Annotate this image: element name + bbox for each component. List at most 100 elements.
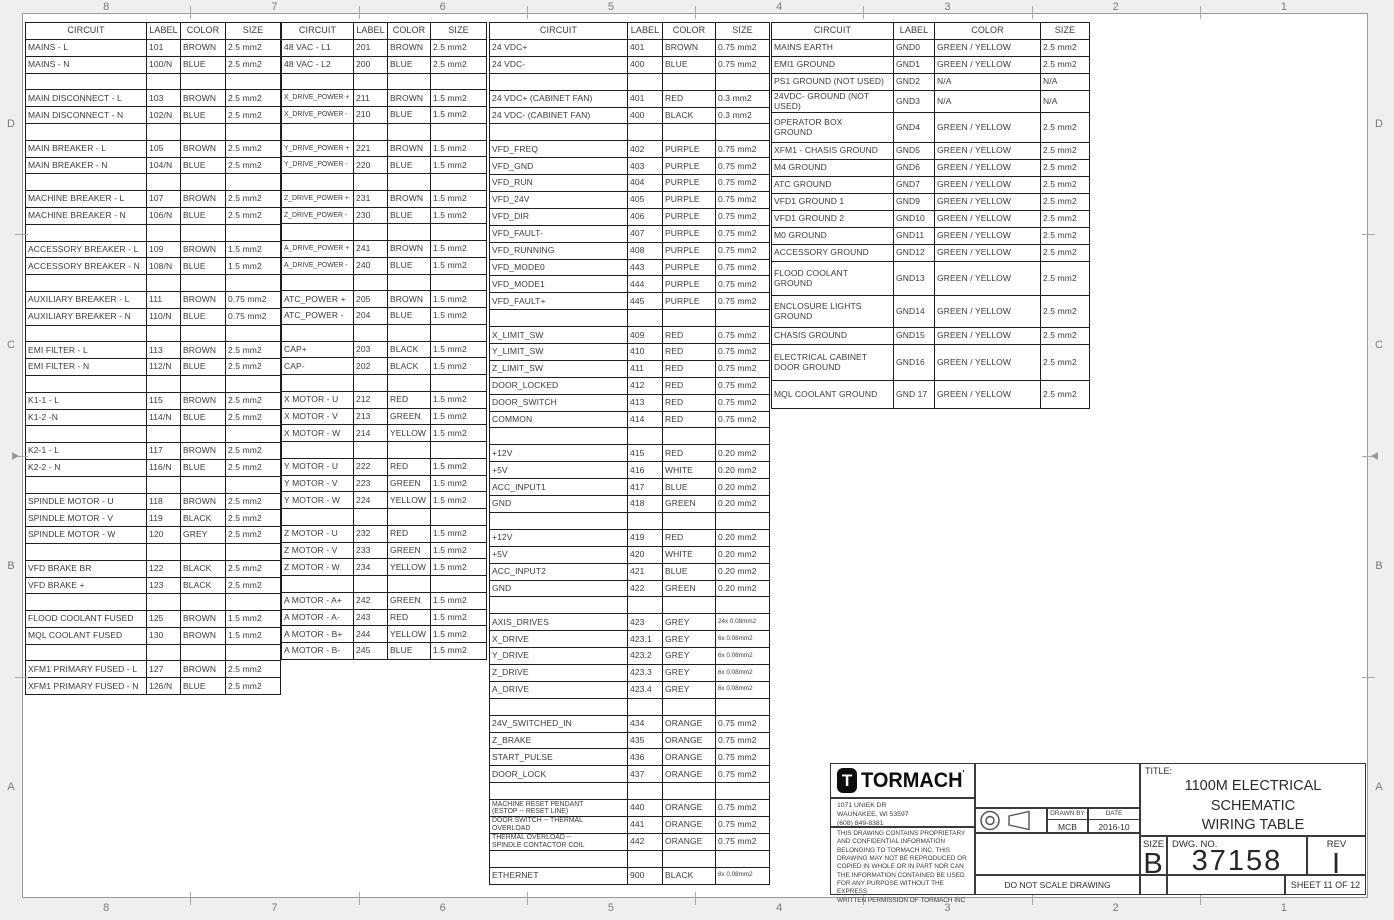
size-cell: 1.5 mm2: [430, 424, 487, 442]
color-cell: [180, 223, 226, 242]
circuit-cell: X_LIMIT_SW: [489, 326, 628, 345]
zone-tick: [358, 892, 360, 905]
table-row: FLOOD COOLANT FUSED 125 BROWN 1.5 mm2: [25, 610, 281, 628]
size-cell: [225, 374, 281, 393]
empty-cell: [975, 833, 1140, 875]
color-cell: BLUE: [180, 677, 226, 696]
size-cell: 2.5 mm2: [225, 509, 281, 528]
color-cell: PURPLE: [662, 207, 716, 226]
table-row: A_DRIVE_POWER +241 BROWN 1.5 mm2: [281, 240, 487, 258]
table-row: VFD_MODE1 444 PURPLE 0.75 mm2: [489, 275, 770, 294]
dwg-no-cell: DWG. NO. 37158: [1167, 836, 1307, 877]
label-cell: 403: [627, 157, 663, 176]
color-cell: [387, 374, 431, 392]
label-cell: 434: [627, 714, 663, 733]
trademark-mark: ': [962, 768, 965, 778]
title-block: T TORMACH' 1071 UNIEK DR WAUNAKEE, WI 53…: [830, 763, 1366, 904]
label-cell: [627, 697, 663, 716]
size-cell: 1.5 mm2: [430, 139, 487, 158]
label-cell: 213: [353, 407, 388, 426]
drawn-by-value: MCB: [1058, 822, 1077, 832]
table-row: ETHERNET 900 BLACK 8x 0.08mm2: [489, 866, 770, 885]
table-row: +12V 415 RED 0.20 mm2: [489, 444, 770, 463]
circuit-cell: MAIN BREAKER - L: [25, 139, 147, 158]
circuit-cell: [489, 596, 628, 615]
color-cell: BLUE: [662, 55, 716, 74]
separator-row: [25, 425, 281, 444]
color-cell: BLUE: [387, 642, 431, 660]
circuit-cell: VFD_MODE0: [489, 258, 628, 277]
circuit-cell: K1-2 -N: [25, 408, 147, 427]
drawn-by-cell: DRAWN BY MCB: [1047, 808, 1088, 833]
size-cell: [225, 542, 281, 561]
size-cell: N/A: [1040, 73, 1090, 91]
table-row: Z_DRIVE 423.3 GREY 6x 0.08mm2: [489, 663, 770, 682]
label-cell: [353, 122, 388, 141]
circuit-cell: 48 VAC - L2: [281, 55, 354, 74]
separator-row: [25, 475, 281, 494]
label-cell: 423.3: [627, 663, 663, 682]
table-row: MAINS EARTH GND0 GREEN / YELLOW 2.5 mm2: [771, 39, 1090, 57]
circuit-cell: A MOTOR - A+: [281, 591, 354, 610]
dwg-no-value: 37158: [1191, 845, 1283, 877]
table-row: +5V 416 WHITE 0.20 mm2: [489, 461, 770, 480]
label-cell: GND1: [893, 56, 935, 74]
table-row: VFD1 GROUND 1 GND9 GREEN / YELLOW 2.5 mm2: [771, 193, 1090, 211]
circuit-cell: [25, 223, 147, 242]
table-row: X MOTOR - W 214 YELLOW 1.5 mm2: [281, 424, 487, 442]
table-row: CHASIS GROUND GND15 GREEN / YELLOW 2.5 mm2: [771, 327, 1090, 345]
table-row: MQL COOLANT FUSED 130 BROWN 1.5 mm2: [25, 626, 281, 645]
table-row: MAIN BREAKER - N 104/N BLUE 2.5 mm2: [25, 156, 281, 175]
label-cell: GND 17: [893, 380, 935, 409]
size-cell: [715, 123, 770, 142]
color-cell: RED: [662, 528, 716, 547]
size-cell: 2.5 mm2: [225, 190, 281, 208]
zone-tick: [695, 892, 696, 905]
color-cell: BROWN: [180, 341, 226, 360]
label-cell: [353, 441, 388, 459]
label-cell: 407: [627, 224, 663, 243]
size-cell: 0.20 mm2: [715, 461, 770, 480]
zone-tick: [526, 892, 528, 905]
size-cell: 1.5 mm2: [430, 240, 487, 258]
table-row: DOOR_LOCK 437 ORANGE 0.75 mm2: [489, 765, 770, 784]
circuit-cell: +5V: [489, 545, 628, 564]
column-header: COLOR: [934, 22, 1041, 40]
separator-row: [25, 274, 281, 292]
zone-column-label: 8: [103, 1, 110, 13]
color-cell: GREY: [662, 613, 716, 632]
circuit-cell: K2-1 - L: [25, 442, 147, 460]
circuit-cell: CAP-: [281, 357, 354, 375]
table-row: 24 VDC- (CABINET FAN) 400 BLACK 0.3 mm2: [489, 106, 770, 125]
color-cell: RED: [662, 444, 716, 463]
separator-row: [281, 273, 487, 292]
label-cell: [627, 849, 663, 868]
size-cell: 0.75 mm2: [715, 731, 770, 750]
color-cell: BROWN: [387, 139, 431, 158]
color-cell: BLUE: [180, 458, 226, 477]
color-cell: BROWN: [387, 189, 431, 208]
circuit-cell: Y MOTOR - U: [281, 457, 354, 476]
header-row: CIRCUIT LABEL COLOR SIZE: [281, 22, 487, 40]
color-cell: ORANGE: [662, 765, 716, 784]
label-cell: GND9: [893, 193, 935, 211]
separator-row: [281, 374, 487, 392]
circuit-cell: [489, 849, 628, 868]
zone-tick: [15, 455, 28, 457]
color-cell: WHITE: [662, 461, 716, 480]
color-cell: BLACK: [662, 866, 716, 885]
color-cell: YELLOW: [387, 625, 431, 643]
table-row: 24 VDC+ (CABINET FAN) 401 RED 0.3 mm2: [489, 89, 770, 108]
circuit-cell: COMMON: [489, 410, 628, 429]
circuit-cell: X_DRIVE: [489, 630, 628, 649]
zone-column-label: 1: [1280, 1, 1287, 13]
color-cell: BROWN: [387, 290, 431, 308]
circuit-cell: 24 VDC+: [489, 39, 628, 57]
color-cell: BROWN: [180, 290, 226, 309]
label-cell: 223: [353, 474, 388, 493]
title-label: TITLE:: [1145, 766, 1173, 776]
size-cell: 2.5 mm2: [225, 526, 281, 544]
label-cell: [146, 643, 181, 662]
color-cell: [662, 72, 716, 91]
table-row: FLOOD COOLANT GROUND GND13 GREEN / YELLOW 2…: [771, 261, 1090, 296]
